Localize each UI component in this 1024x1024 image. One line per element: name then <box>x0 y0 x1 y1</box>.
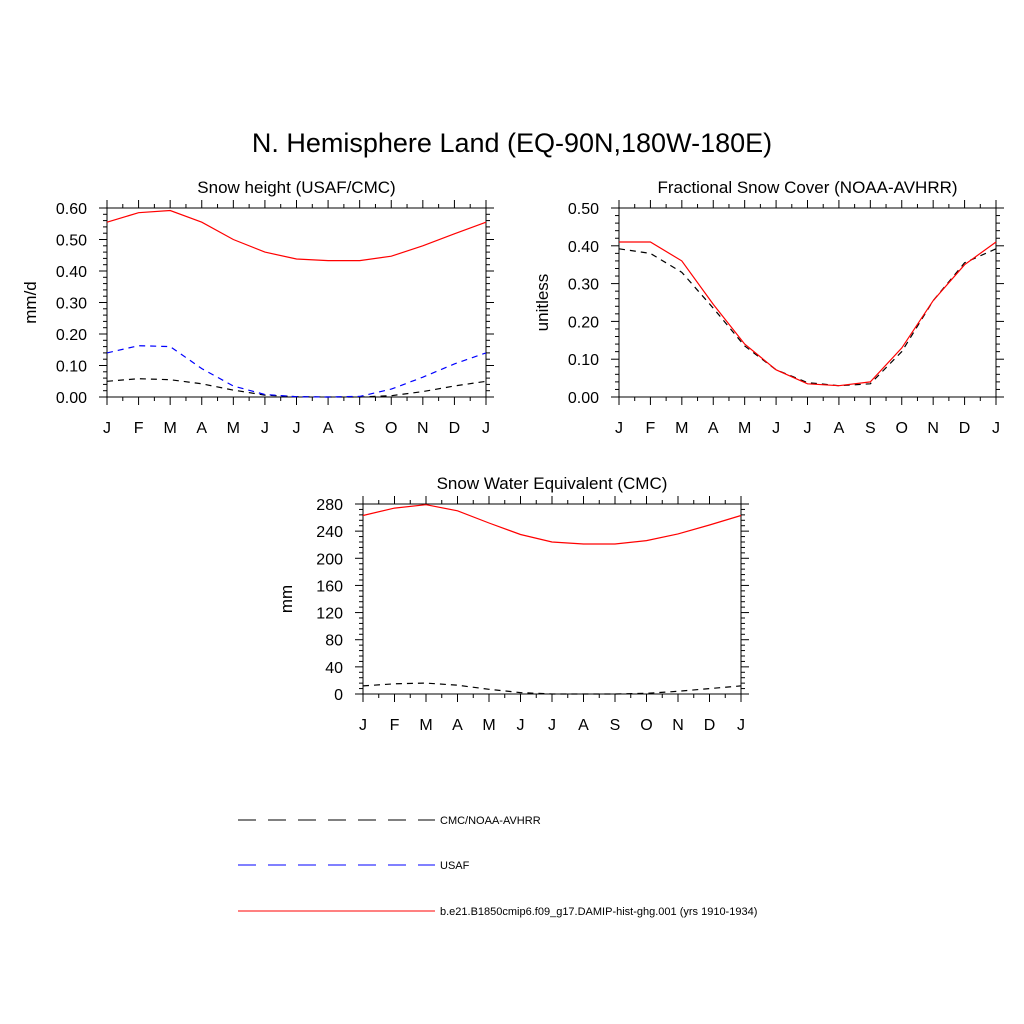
x-tick-label: O <box>896 420 908 437</box>
series-line-cmc-noaa-avhrr <box>618 248 997 387</box>
chart-panel-2: Fractional Snow Cover (NOAA-AVHRR) unitle… <box>533 178 1004 437</box>
panel-title: Snow Water Equivalent (CMC) <box>437 474 668 493</box>
panel-title: Snow height (USAF/CMC) <box>197 178 395 197</box>
y-tick-label: 0.30 <box>568 277 599 294</box>
y-axis-label: mm <box>277 585 296 613</box>
chart-panel-1: Snow height (USAF/CMC)mm/dJ F M A M J J A S O N D J0… <box>21 178 494 437</box>
x-tick-label: M <box>164 420 177 437</box>
x-tick-label: J <box>293 420 301 437</box>
x-tick-label: O <box>385 420 397 437</box>
x-tick-label: J <box>548 717 556 734</box>
x-tick-label: J <box>804 420 812 437</box>
x-tick-label: N <box>417 420 429 437</box>
legend: CMC/NOAA-AVHRR USAF b.e21.B1850cmip6.f09_g… <box>238 815 757 918</box>
x-tick-label: F <box>134 420 144 437</box>
plot-frame <box>618 207 997 398</box>
x-tick-label: M <box>419 717 432 734</box>
series-line-model <box>362 504 742 545</box>
y-tick-label: 0.20 <box>568 314 599 331</box>
y-tick-label: 280 <box>316 497 343 514</box>
x-tick-label: J <box>261 420 269 437</box>
y-tick-label: 0.00 <box>56 390 87 407</box>
x-tick-label: S <box>865 420 876 437</box>
y-tick-label: 240 <box>316 524 343 541</box>
x-tick-label: N <box>927 420 939 437</box>
x-tick-label: F <box>390 717 400 734</box>
panel-title: Fractional Snow Cover (NOAA-AVHRR) <box>657 178 957 197</box>
y-tick-label: 0.50 <box>56 233 87 250</box>
x-tick-label: J <box>615 420 623 437</box>
y-axis-label: unitless <box>533 274 552 332</box>
y-tick-label: 0.20 <box>56 327 87 344</box>
x-tick-label: N <box>672 717 684 734</box>
x-tick-label: A <box>452 717 463 734</box>
series-line-cmc-noaa-avhrr <box>106 378 487 398</box>
y-axis-label: mm/d <box>21 281 40 324</box>
x-tick-label: J <box>737 717 745 734</box>
y-tick-label: 0.10 <box>568 352 599 369</box>
y-tick-label: 80 <box>325 633 343 650</box>
y-tick-label: 200 <box>316 551 343 568</box>
x-tick-label: A <box>578 717 589 734</box>
y-tick-label: 120 <box>316 606 343 623</box>
y-tick-label: 40 <box>325 660 343 677</box>
y-tick-label: 0.40 <box>568 239 599 256</box>
series-line-model <box>106 209 487 262</box>
y-tick-label: 160 <box>316 578 343 595</box>
x-tick-label: M <box>738 420 751 437</box>
x-tick-label: D <box>959 420 971 437</box>
x-tick-label: A <box>323 420 334 437</box>
x-tick-label: J <box>482 420 490 437</box>
y-tick-label: 0.40 <box>56 264 87 281</box>
x-tick-label: D <box>449 420 461 437</box>
x-tick-label: J <box>772 420 780 437</box>
series-line-cmc-noaa-avhrr <box>362 682 742 695</box>
legend-label: CMC/NOAA-AVHRR <box>440 815 541 827</box>
x-tick-label: F <box>646 420 656 437</box>
x-tick-label: J <box>517 717 525 734</box>
x-tick-label: S <box>610 717 621 734</box>
x-tick-label: S <box>354 420 365 437</box>
x-tick-label: A <box>708 420 719 437</box>
y-tick-label: 0 <box>334 687 343 704</box>
x-tick-label: D <box>704 717 716 734</box>
x-tick-label: M <box>227 420 240 437</box>
x-tick-label: O <box>640 717 652 734</box>
y-tick-label: 0.60 <box>56 201 87 218</box>
figure-title: N. Hemisphere Land (EQ-90N,180W-180E) <box>251 128 773 158</box>
series-line-model <box>619 241 997 387</box>
series-line-usaf <box>106 345 487 398</box>
plot-frame <box>106 207 487 398</box>
x-tick-label: J <box>359 717 367 734</box>
x-tick-label: J <box>103 420 111 437</box>
legend-label: USAF <box>440 860 470 872</box>
y-tick-label: 0.30 <box>56 296 87 313</box>
y-tick-label: 0.00 <box>568 390 599 407</box>
x-tick-label: J <box>992 420 1000 437</box>
chart-panel-3: Snow Water Equivalent (CMC) mm J F M A M J J A S O N… <box>277 474 749 734</box>
y-tick-label: 0.50 <box>568 201 599 218</box>
y-tick-label: 0.10 <box>56 359 87 376</box>
x-tick-label: M <box>482 717 495 734</box>
x-tick-label: A <box>196 420 207 437</box>
x-tick-label: A <box>834 420 845 437</box>
x-tick-label: M <box>675 420 688 437</box>
legend-label: b.e21.B1850cmip6.f09_g17.DAMIP-hist-ghg.… <box>440 906 757 918</box>
